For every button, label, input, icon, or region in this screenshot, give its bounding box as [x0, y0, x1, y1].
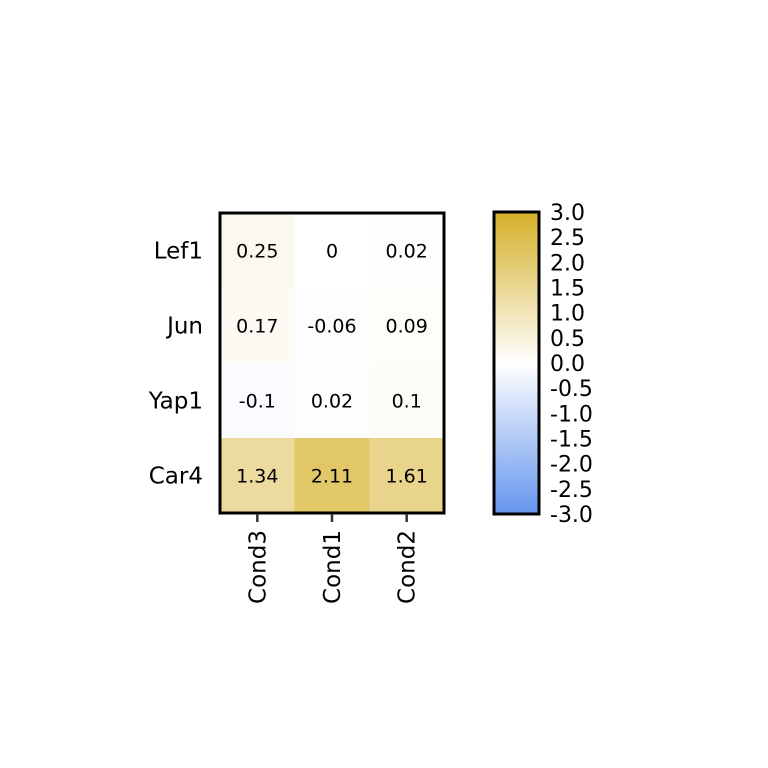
row-label: Lef1	[154, 239, 203, 265]
heatmap-cell	[220, 288, 296, 364]
heatmap-cell	[220, 213, 296, 289]
colorbar-tick-label: -1.5	[550, 428, 593, 453]
cell-value-label: 0.17	[236, 316, 278, 338]
heatmap-border	[218, 211, 446, 515]
cell-value-label: 0.02	[386, 241, 428, 263]
colorbar-tick-label: -3.0	[550, 503, 593, 528]
heatmap-cell	[369, 213, 445, 289]
column-label: Cond1	[320, 530, 346, 604]
row-label: Car4	[149, 464, 203, 490]
heatmap-cell	[294, 288, 370, 364]
heatmap-cell	[369, 438, 445, 514]
row-labels: Lef1 Jun Yap1 Car4	[148, 239, 203, 490]
heatmap-cell	[294, 363, 370, 439]
colorbar-tick-label: -0.5	[550, 377, 593, 402]
heatmap-cell	[220, 363, 296, 439]
colorbar-legend: 3.02.52.01.51.00.50.0-0.5-1.0-1.5-2.0-2.…	[492, 201, 593, 528]
cell-value-label: 0.02	[311, 391, 353, 413]
heatmap-cell	[369, 288, 445, 364]
heatmap-cells: 0.25 0 0.02 0.17 -0.06 0.09 -0.1 0.02 0.1 1.34 2.1…	[220, 213, 445, 514]
cell-value-label: 0	[326, 241, 338, 263]
column-label: Cond2	[395, 530, 421, 604]
column-axis: Cond3 Cond1 Cond2	[245, 514, 421, 604]
colorbar-tick-label: 2.5	[550, 226, 585, 251]
colorbar-ticks: 3.02.52.01.51.00.50.0-0.5-1.0-1.5-2.0-2.…	[550, 201, 593, 528]
heatmap-cell	[369, 363, 445, 439]
colorbar-tick-label: -2.5	[550, 478, 593, 503]
cell-value-label: 0.25	[236, 241, 278, 263]
colorbar-tick-label: -2.0	[550, 453, 593, 478]
colorbar-tick-label: 2.0	[550, 251, 585, 276]
heatmap-cell	[294, 438, 370, 514]
heatmap-cell	[220, 438, 296, 514]
colorbar-tick-label: -1.0	[550, 402, 593, 427]
cell-value-label: 0.09	[386, 316, 428, 338]
cell-value-label: 1.61	[386, 466, 428, 488]
cell-value-label: 1.34	[236, 466, 278, 488]
row-label: Jun	[165, 314, 203, 340]
column-label: Cond3	[245, 530, 271, 604]
cell-value-label: 2.11	[311, 466, 353, 488]
row-label: Yap1	[148, 389, 203, 415]
colorbar-tick-label: 3.0	[550, 201, 585, 226]
colorbar-tick-label: 0.0	[550, 352, 585, 377]
cell-value-label: -0.1	[239, 391, 276, 413]
colorbar-tick-label: 1.0	[550, 302, 585, 327]
heatmap-cell	[294, 213, 370, 289]
cell-value-label: 0.1	[392, 391, 422, 413]
colorbar-tick-label: 0.5	[550, 327, 585, 352]
colorbar-gradient	[492, 210, 541, 516]
cell-value-label: -0.06	[307, 316, 356, 338]
colorbar-tick-label: 1.5	[550, 277, 585, 302]
